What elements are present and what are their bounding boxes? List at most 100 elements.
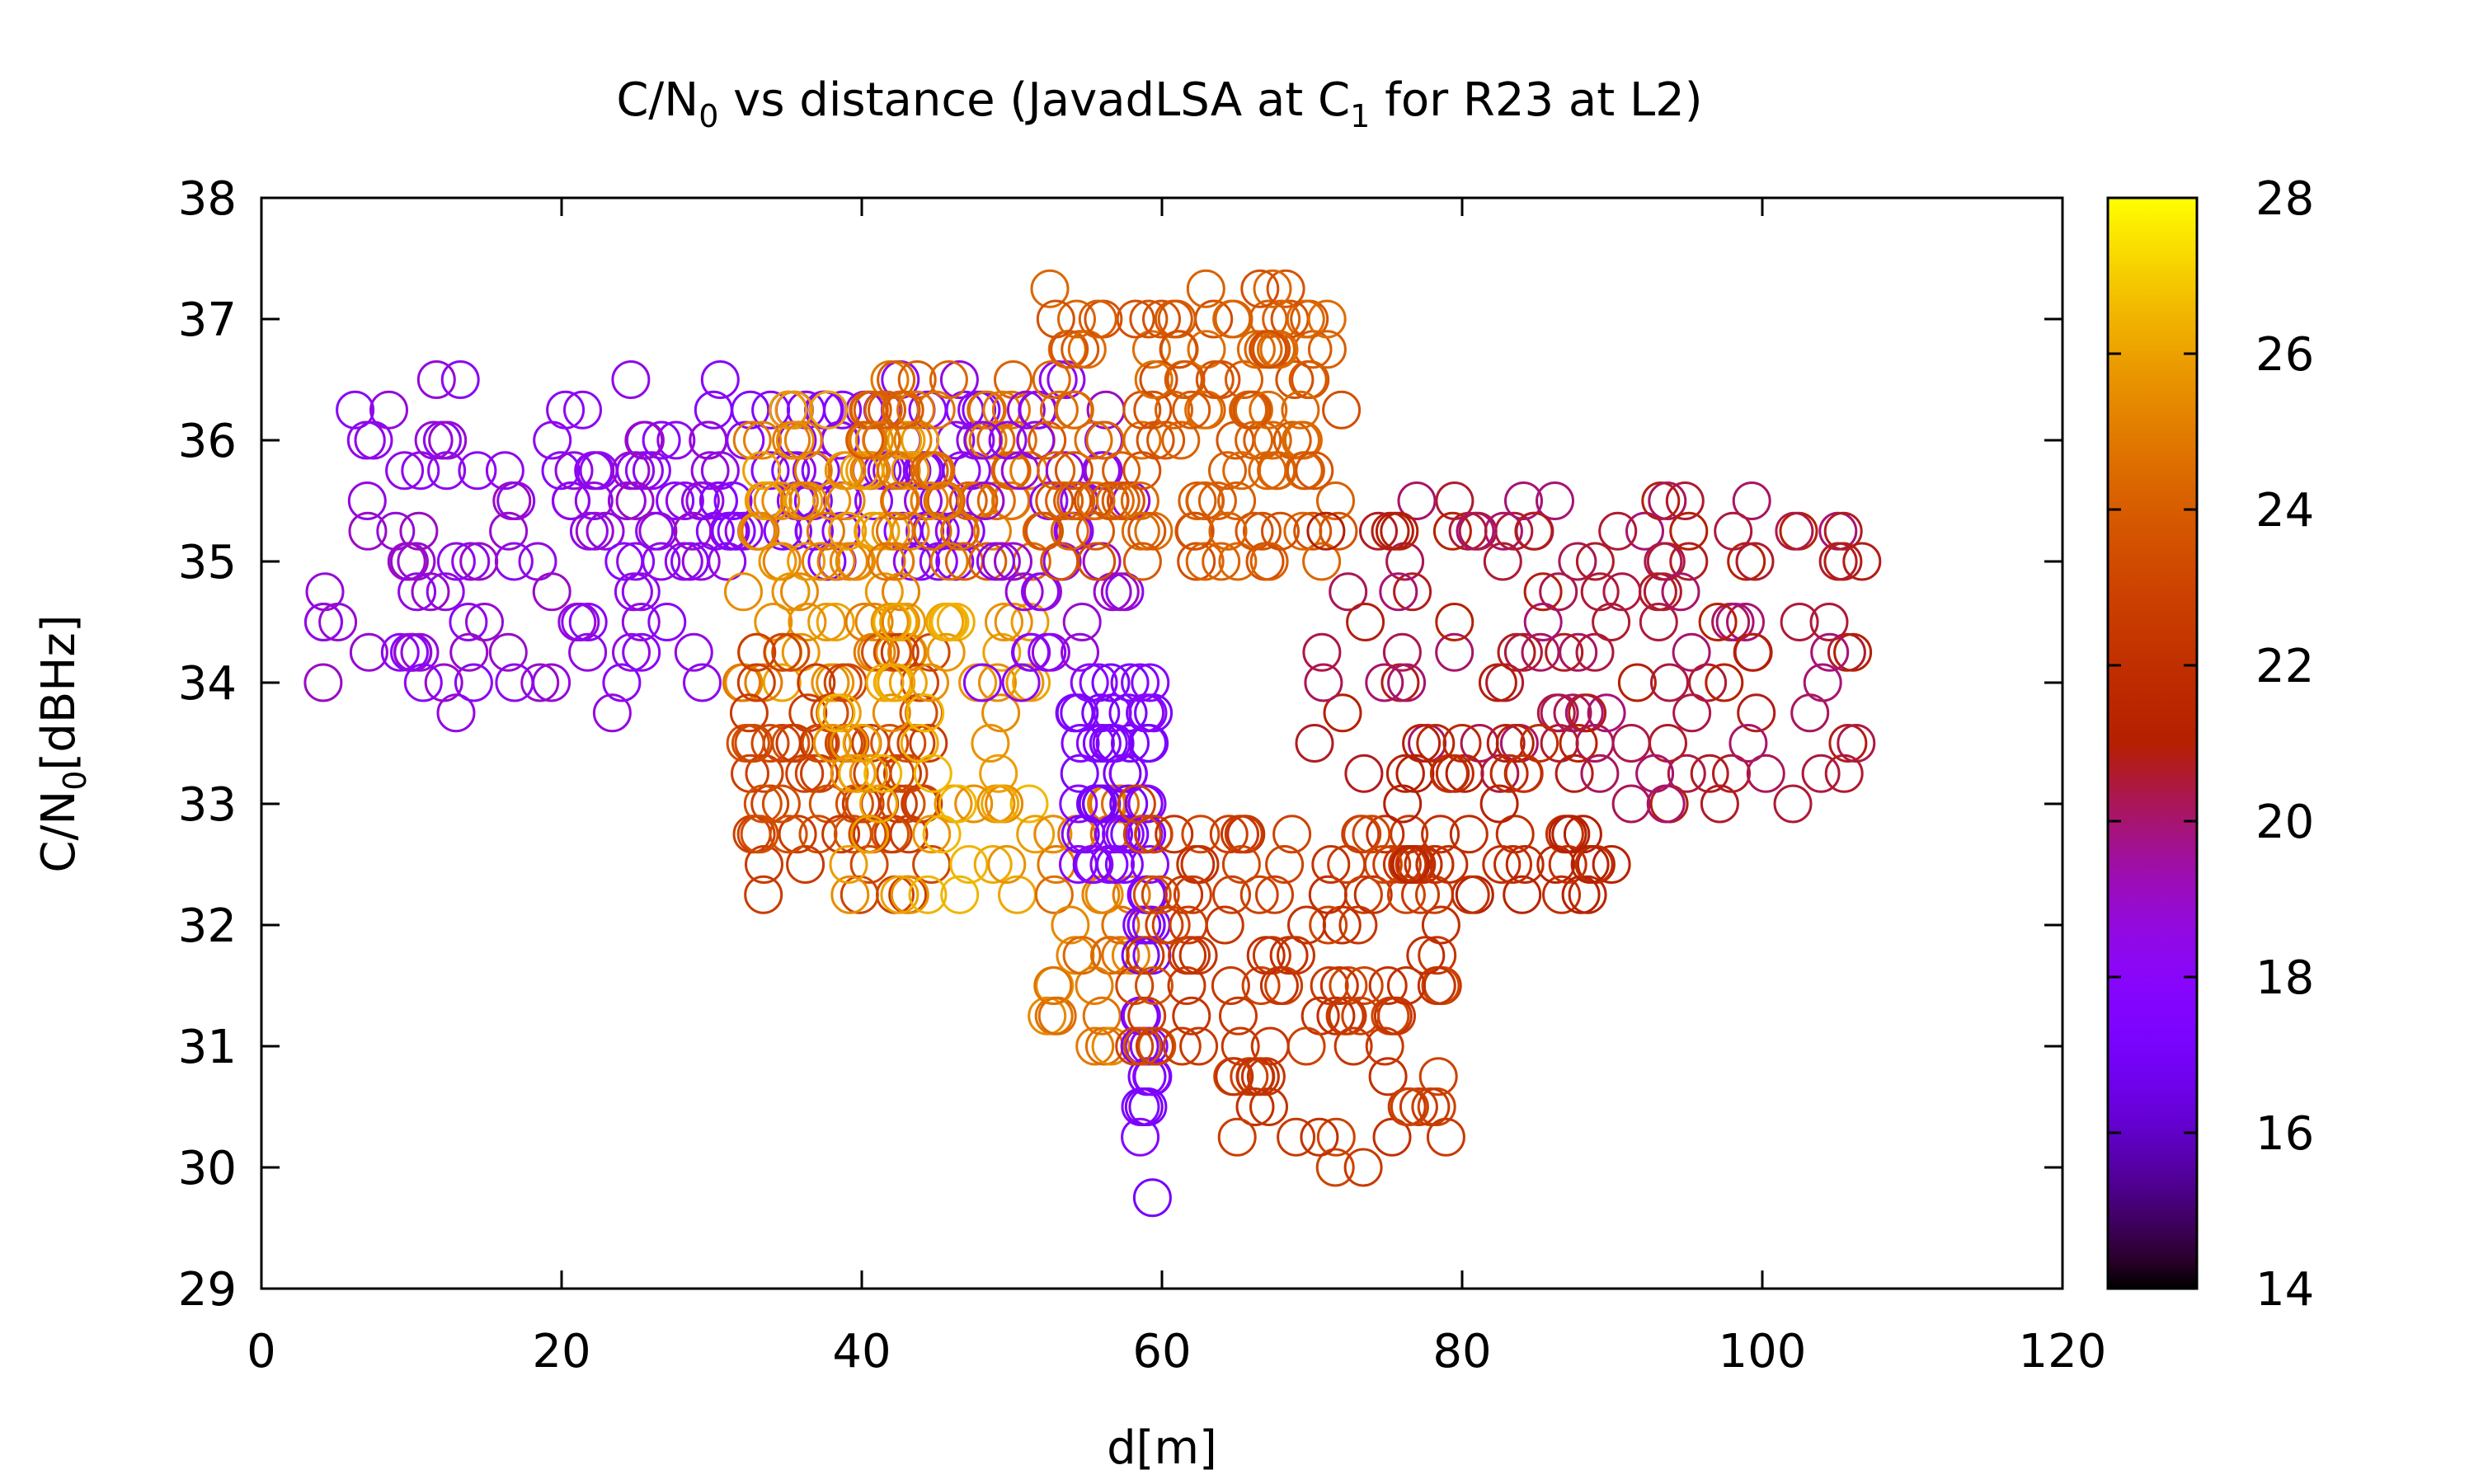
data-point xyxy=(991,390,1031,430)
y-axis: 29 30 31 32 33 34 35 36 37 38 xyxy=(178,172,2062,1317)
data-point xyxy=(551,481,590,520)
data-point xyxy=(872,632,912,672)
data-point xyxy=(877,360,916,399)
data-point xyxy=(761,784,801,824)
data-point xyxy=(1039,390,1079,430)
data-point xyxy=(318,603,358,641)
data-point xyxy=(1732,481,1771,520)
data-point xyxy=(1250,1026,1290,1066)
data-point xyxy=(304,603,343,641)
data-point xyxy=(963,420,1003,460)
data-point xyxy=(1387,663,1427,702)
data-point xyxy=(1661,572,1700,612)
data-point xyxy=(1592,845,1631,884)
data-point xyxy=(1061,724,1100,763)
data-point xyxy=(726,420,765,460)
data-point xyxy=(1319,511,1358,551)
data-point xyxy=(816,542,856,581)
data-point xyxy=(1611,784,1651,824)
data-point xyxy=(1235,511,1274,551)
data-point xyxy=(788,481,828,520)
data-point xyxy=(1155,815,1194,854)
data-point xyxy=(788,603,827,641)
data-point xyxy=(1426,1117,1465,1157)
data-point xyxy=(592,693,632,733)
data-point xyxy=(862,420,901,460)
data-point xyxy=(1249,299,1288,339)
data-point xyxy=(1133,390,1173,430)
data-point xyxy=(1108,754,1148,793)
data-point xyxy=(1078,299,1117,339)
data-point xyxy=(303,663,343,702)
data-point xyxy=(744,875,783,914)
data-point xyxy=(1060,754,1099,793)
data-point xyxy=(745,754,784,793)
data-point xyxy=(1442,724,1482,763)
data-point xyxy=(1067,330,1107,369)
data-point xyxy=(740,815,779,854)
data-point xyxy=(1154,299,1193,339)
data-point xyxy=(1025,511,1064,551)
data-point xyxy=(1539,572,1578,612)
data-point xyxy=(1091,1026,1131,1066)
data-point xyxy=(1265,845,1305,884)
data-point xyxy=(1669,542,1709,581)
data-point xyxy=(1093,572,1132,612)
data-point xyxy=(642,420,681,460)
data-point xyxy=(561,603,600,641)
data-point xyxy=(1110,663,1150,702)
data-point xyxy=(1221,1026,1260,1066)
data-point xyxy=(1386,966,1426,1005)
data-point xyxy=(399,511,439,551)
data-point xyxy=(1295,451,1334,491)
data-point xyxy=(1418,936,1457,975)
data-point xyxy=(1062,603,1102,641)
data-points xyxy=(303,269,1882,1218)
data-point xyxy=(1127,996,1167,1036)
data-point xyxy=(1648,481,1687,520)
data-point xyxy=(1365,1026,1404,1066)
data-point xyxy=(1365,663,1404,702)
x-tick-label: 80 xyxy=(1432,1325,1491,1378)
data-point xyxy=(774,390,814,430)
data-point xyxy=(1504,754,1544,793)
data-point xyxy=(1417,966,1456,1005)
data-point xyxy=(1102,451,1141,491)
data-point xyxy=(376,511,416,551)
data-point xyxy=(797,663,836,702)
data-point xyxy=(1828,724,1868,763)
data-point xyxy=(1277,1117,1316,1157)
data-point xyxy=(1344,754,1384,793)
data-point xyxy=(737,511,777,551)
data-point xyxy=(1316,996,1356,1036)
colorbar-tick-label: 18 xyxy=(2255,951,2314,1005)
data-point xyxy=(990,451,1030,491)
data-point xyxy=(1275,360,1315,399)
data-point xyxy=(853,390,892,430)
data-point xyxy=(924,481,964,520)
data-point xyxy=(948,481,988,520)
data-point xyxy=(742,451,782,491)
data-point xyxy=(940,511,980,551)
data-point xyxy=(1416,724,1456,763)
data-point xyxy=(1790,693,1830,733)
data-point xyxy=(1141,875,1180,914)
data-point xyxy=(1172,390,1211,430)
data-point xyxy=(1239,875,1279,914)
data-point xyxy=(1344,966,1384,1005)
data-point xyxy=(1178,936,1218,975)
data-point xyxy=(416,360,456,399)
data-point xyxy=(724,572,763,612)
data-point xyxy=(1134,815,1174,854)
data-point xyxy=(347,481,387,520)
data-point xyxy=(1164,360,1203,399)
data-point xyxy=(863,754,903,793)
data-point xyxy=(1548,815,1587,854)
data-point xyxy=(1333,1026,1373,1066)
data-point xyxy=(1327,845,1366,884)
data-point xyxy=(1281,390,1320,430)
data-point xyxy=(1173,875,1212,914)
data-point xyxy=(1135,966,1174,1005)
data-point xyxy=(1592,603,1631,641)
